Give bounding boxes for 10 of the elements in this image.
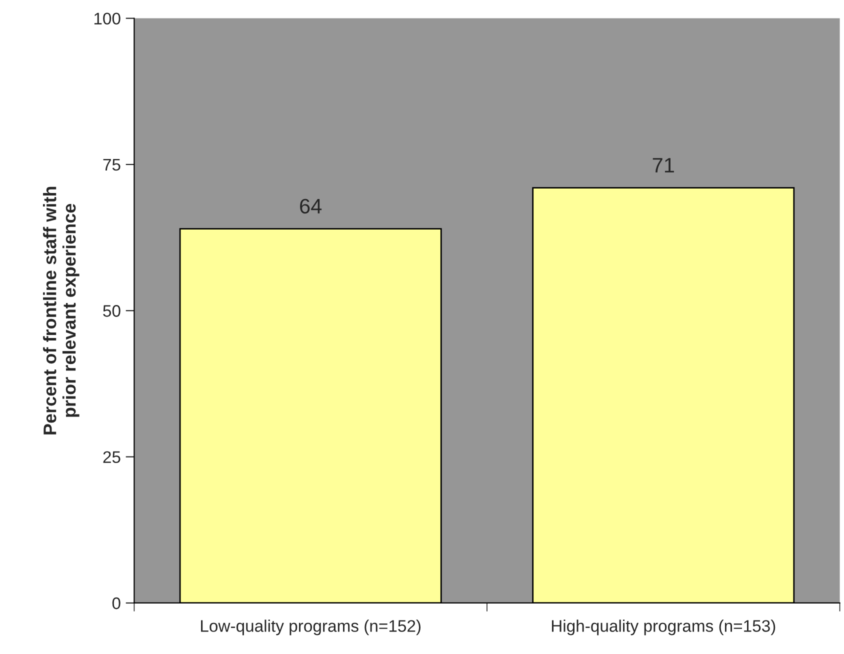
y-tick-label: 25	[103, 451, 120, 464]
x-tick-label: Low-quality programs (n=152)	[201, 620, 420, 636]
data-label: 64	[300, 198, 322, 214]
y-tick-label: 75	[103, 159, 120, 171]
y-tick-label: 0	[112, 597, 120, 610]
y-axis-title: Percent of frontline staff with prior relevant experience	[43, 186, 80, 434]
y-tick-label: 100	[94, 12, 120, 25]
y-tick-label: 50	[103, 305, 120, 317]
data-label: 71	[652, 158, 674, 172]
x-tick-label: High-quality programs (n=153)	[552, 620, 776, 636]
